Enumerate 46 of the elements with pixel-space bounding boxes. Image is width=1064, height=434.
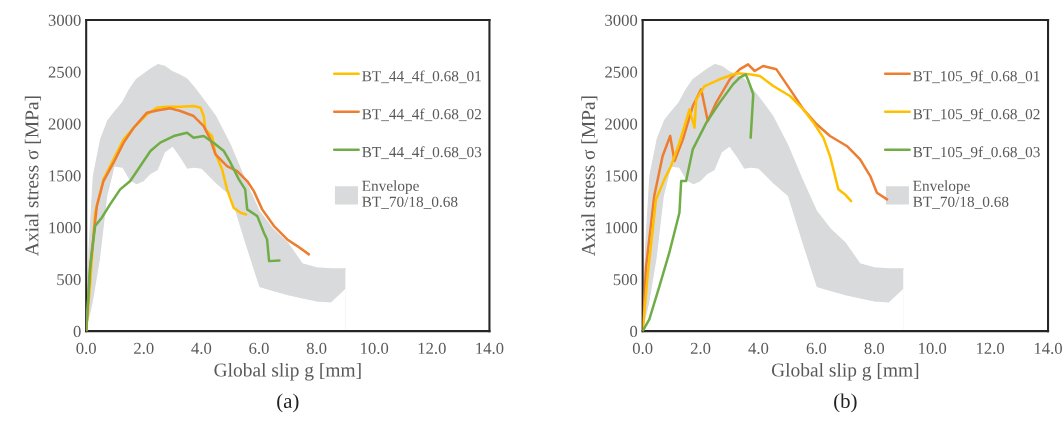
x-tick-label: 4.0 — [191, 342, 212, 355]
legend-label: Envelope BT_70/18_0.68 — [362, 180, 458, 209]
x-tick-label: 6.0 — [806, 342, 827, 355]
x-tick-label: 2.0 — [134, 342, 154, 355]
y-tick-label: 3000 — [605, 14, 638, 26]
x-tick-label: 14.0 — [476, 342, 504, 355]
x-tick-label: 12.0 — [977, 342, 1005, 355]
y-tick-label: 0 — [73, 325, 81, 338]
y-tick-label: 1000 — [49, 222, 81, 234]
x-axis-title: Global slip g [mm] — [214, 362, 361, 381]
legend-label: Envelope BT_70/18_0.68 — [913, 180, 1009, 209]
x-tick-label: 8.0 — [306, 342, 327, 355]
y-tick-label: 1500 — [49, 170, 81, 182]
x-tick-label: 6.0 — [249, 342, 269, 355]
legend-label: BT_44_4f_0.68_02 — [362, 108, 481, 122]
x-tick-label: 12.0 — [418, 342, 446, 355]
x-tick-label: 10.0 — [361, 342, 389, 355]
line-series — [642, 73, 755, 332]
x-tick-label: 10.0 — [919, 342, 947, 355]
y-tick-label: 2500 — [48, 66, 81, 78]
legend-label: BT_105_9f_0.68_03 — [913, 146, 1040, 160]
y-tick-label: 3000 — [48, 14, 81, 26]
x-tick-label: 8.0 — [864, 342, 885, 355]
legend-label: BT_105_9f_0.68_02 — [913, 108, 1040, 122]
y-tick-label: 2500 — [605, 66, 638, 78]
y-tick-label: 500 — [57, 273, 81, 286]
y-tick-label: 2000 — [48, 118, 81, 130]
y-axis-title: Axial stress σ [MPa] — [581, 96, 598, 256]
x-axis-title: Global slip g [mm] — [771, 362, 919, 381]
y-tick-label: 1500 — [605, 170, 638, 182]
y-tick-label: 0 — [630, 325, 638, 338]
x-tick-label: 4.0 — [748, 342, 769, 355]
legend-label: BT_44_4f_0.68_01 — [362, 70, 481, 84]
y-axis-title: Axial stress σ [MPa] — [24, 96, 41, 256]
x-tick-label: 0.0 — [76, 342, 96, 355]
y-tick-label: 1000 — [605, 222, 638, 234]
legend-label: BT_105_9f_0.68_01 — [913, 70, 1040, 84]
text: (a) — [277, 393, 299, 413]
legend-label: BT_44_4f_0.68_03 — [362, 146, 482, 160]
y-tick-label: 500 — [613, 273, 638, 286]
x-tick-label: 14.0 — [1034, 342, 1062, 355]
x-tick-label: 2.0 — [690, 342, 711, 355]
line-series — [86, 131, 281, 332]
text: (b) — [834, 393, 857, 413]
x-tick-label: 0.0 — [632, 342, 653, 355]
y-tick-label: 2000 — [605, 118, 638, 130]
